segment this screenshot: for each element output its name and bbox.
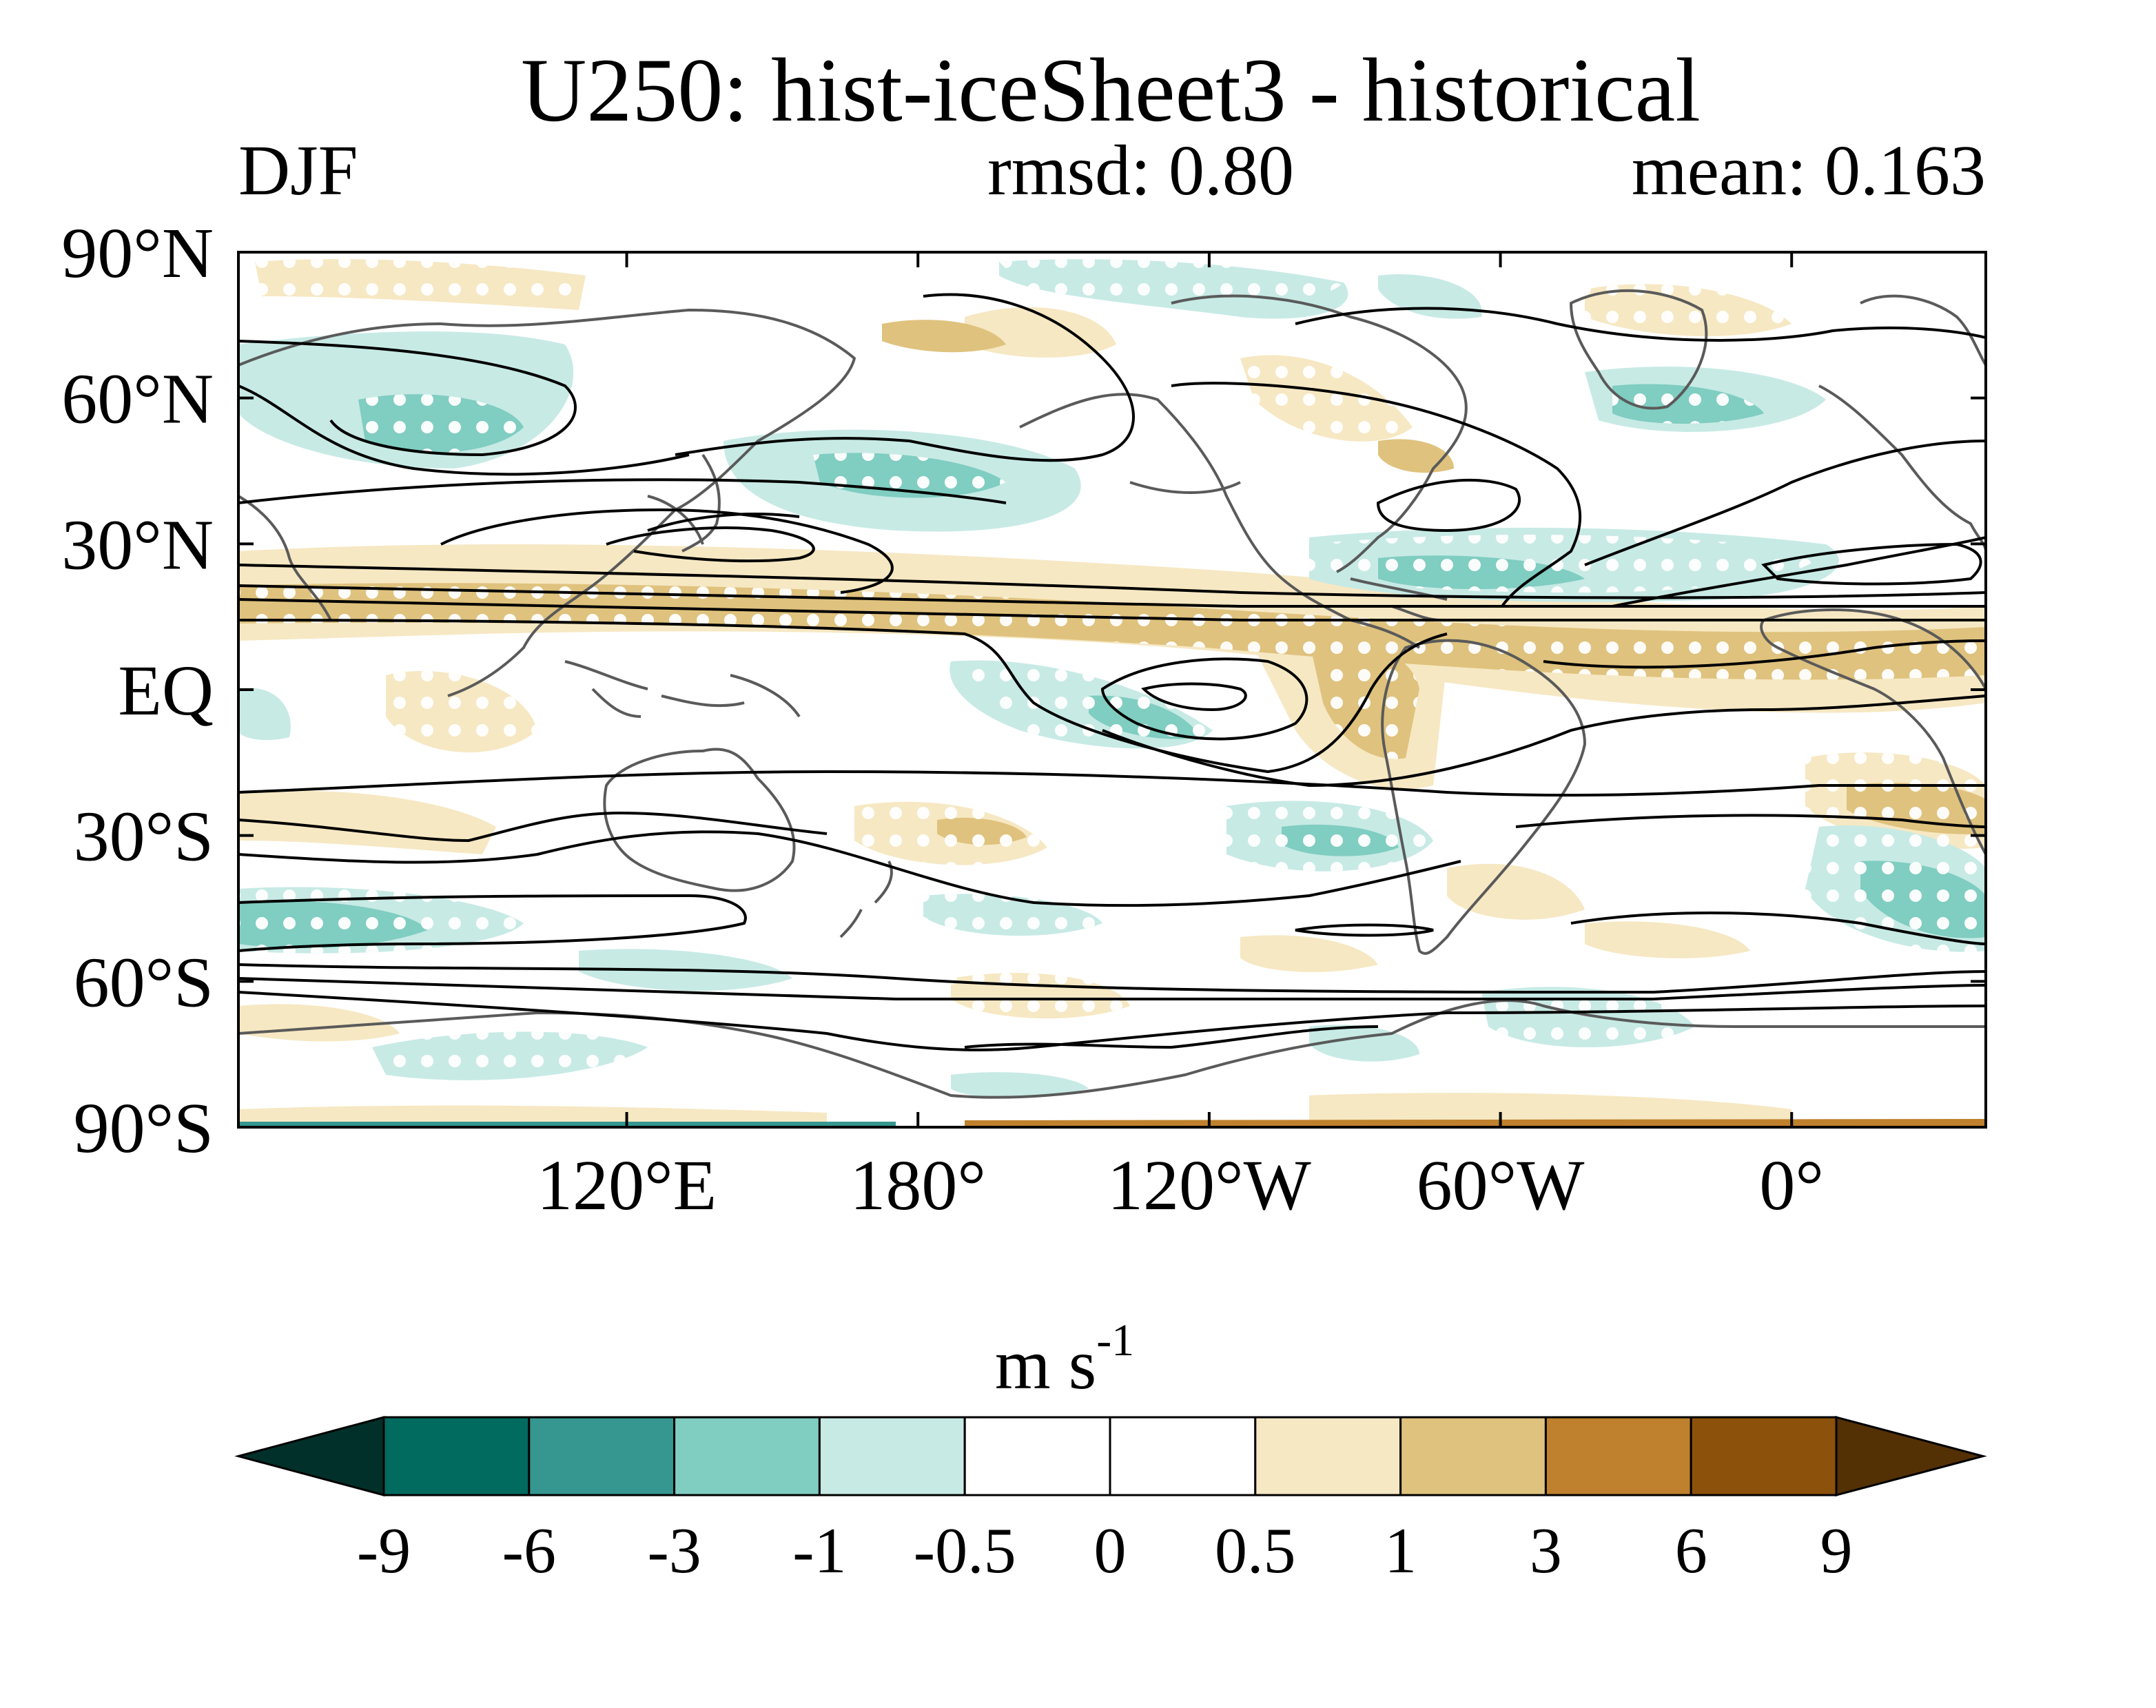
- lon-tick-label: 0°: [1759, 1146, 1824, 1225]
- colorbar-box: [528, 1416, 676, 1496]
- longitude-ticks: 120°E 180° 120°W 60°W 0°: [537, 252, 1824, 1225]
- colorbar-label: 1: [1384, 1515, 1417, 1587]
- colorbar-labels: -9 -6 -3 -1 -0.5 0 0.5 1 3 6 9: [357, 1515, 1853, 1587]
- colorbar-label: -0.5: [914, 1515, 1016, 1587]
- colorbar-box: [1690, 1416, 1838, 1496]
- lat-tick-label: 60°N: [61, 360, 214, 439]
- season-label: DJF: [238, 131, 358, 210]
- colorbar-label: 9: [1820, 1515, 1853, 1587]
- rmsd-label: rmsd: 0.80: [987, 131, 1294, 210]
- lon-tick-label: 180°: [850, 1146, 986, 1225]
- colorbar-box: [1109, 1416, 1257, 1496]
- colorbar-box: [1254, 1416, 1402, 1496]
- colorbar-box: [818, 1416, 966, 1496]
- colorbar-low-extension: [234, 1416, 385, 1496]
- lat-tick-label: 60°S: [74, 943, 214, 1022]
- bottom-brown-band: [965, 1119, 1986, 1127]
- colorbar-boxes: [234, 1416, 1987, 1496]
- lat-tick-label: 30°S: [74, 797, 214, 876]
- colorbar-label: 3: [1530, 1515, 1562, 1587]
- lat-tick-label: 30°N: [61, 505, 214, 584]
- colorbar-label: -6: [502, 1515, 556, 1587]
- colorbar-label: -3: [647, 1515, 701, 1587]
- unit-base: m s: [995, 1325, 1096, 1404]
- mean-label: mean: 0.163: [1632, 131, 1986, 210]
- climatology-contours: [238, 293, 1986, 1051]
- colorbar-unit: m s-1: [995, 1315, 1134, 1404]
- colorbar-box: [382, 1416, 531, 1496]
- colorbar-box: [1544, 1416, 1692, 1496]
- colorbar-box: [673, 1416, 821, 1496]
- colorbar-label: -9: [357, 1515, 411, 1587]
- unit-exponent: -1: [1096, 1315, 1134, 1366]
- lon-tick-label: 120°W: [1107, 1146, 1311, 1225]
- colorbar-box: [963, 1416, 1111, 1496]
- colorbar: m s-1 -9 -6 -3 -1 -0.5 0 0.5 1 3 6 9: [234, 1315, 1987, 1587]
- lat-tick-label: 90°S: [74, 1089, 214, 1168]
- colorbar-box: [1399, 1416, 1547, 1496]
- lat-tick-label: 90°N: [61, 214, 214, 293]
- map-panel: [238, 252, 1986, 1127]
- colorbar-label: 6: [1675, 1515, 1707, 1587]
- lat-tick-label: EQ: [118, 651, 214, 730]
- colorbar-label: 0: [1094, 1515, 1127, 1587]
- colorbar-high-extension: [1835, 1416, 1987, 1496]
- colorbar-label: -1: [792, 1515, 846, 1587]
- lon-tick-label: 120°E: [537, 1146, 717, 1225]
- lon-tick-label: 60°W: [1417, 1146, 1585, 1225]
- figure-title: U250: hist-iceSheet3 - historical: [521, 39, 1701, 141]
- colorbar-label: 0.5: [1215, 1515, 1296, 1587]
- latitude-ticks: 90°N 60°N 30°N EQ 30°S 60°S 90°S: [61, 214, 1986, 1168]
